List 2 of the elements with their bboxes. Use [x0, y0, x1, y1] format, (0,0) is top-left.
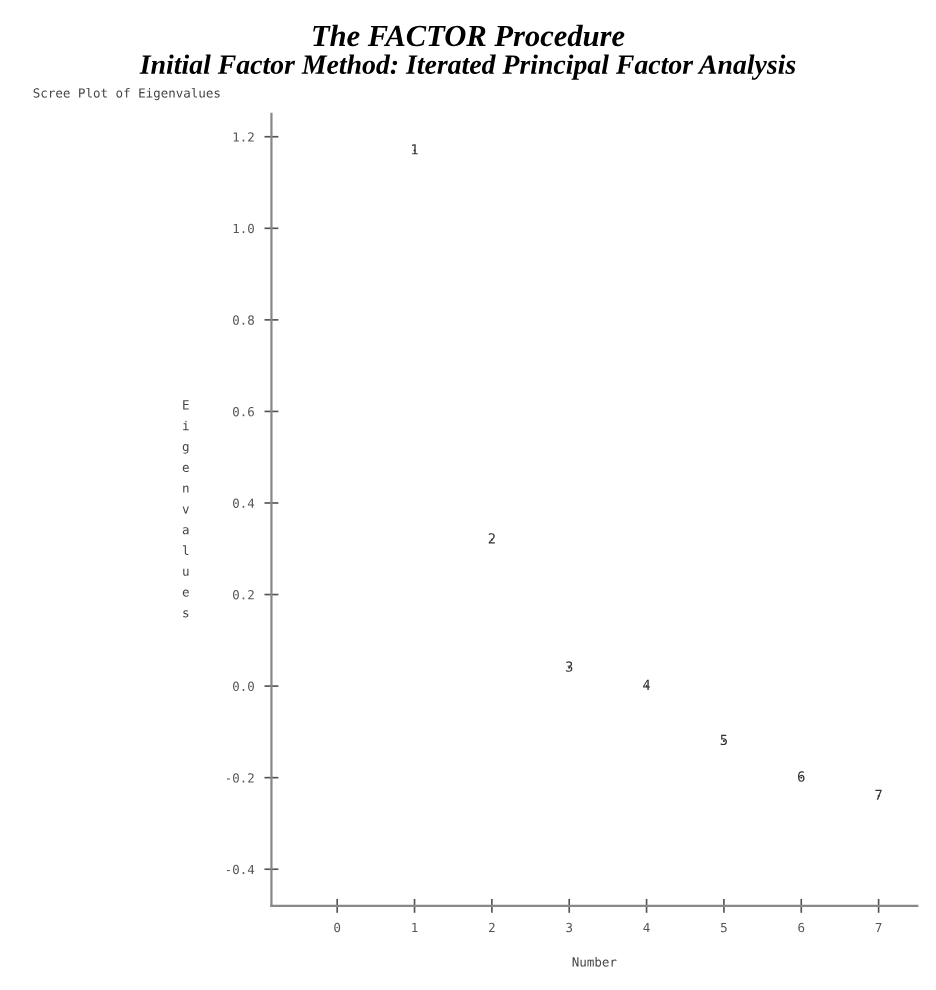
chart-subtitle: Initial Factor Method: Iterated Principal Factor Analysis [139, 54, 796, 80]
chart-title: The FACTOR Procedure [313, 24, 625, 47]
